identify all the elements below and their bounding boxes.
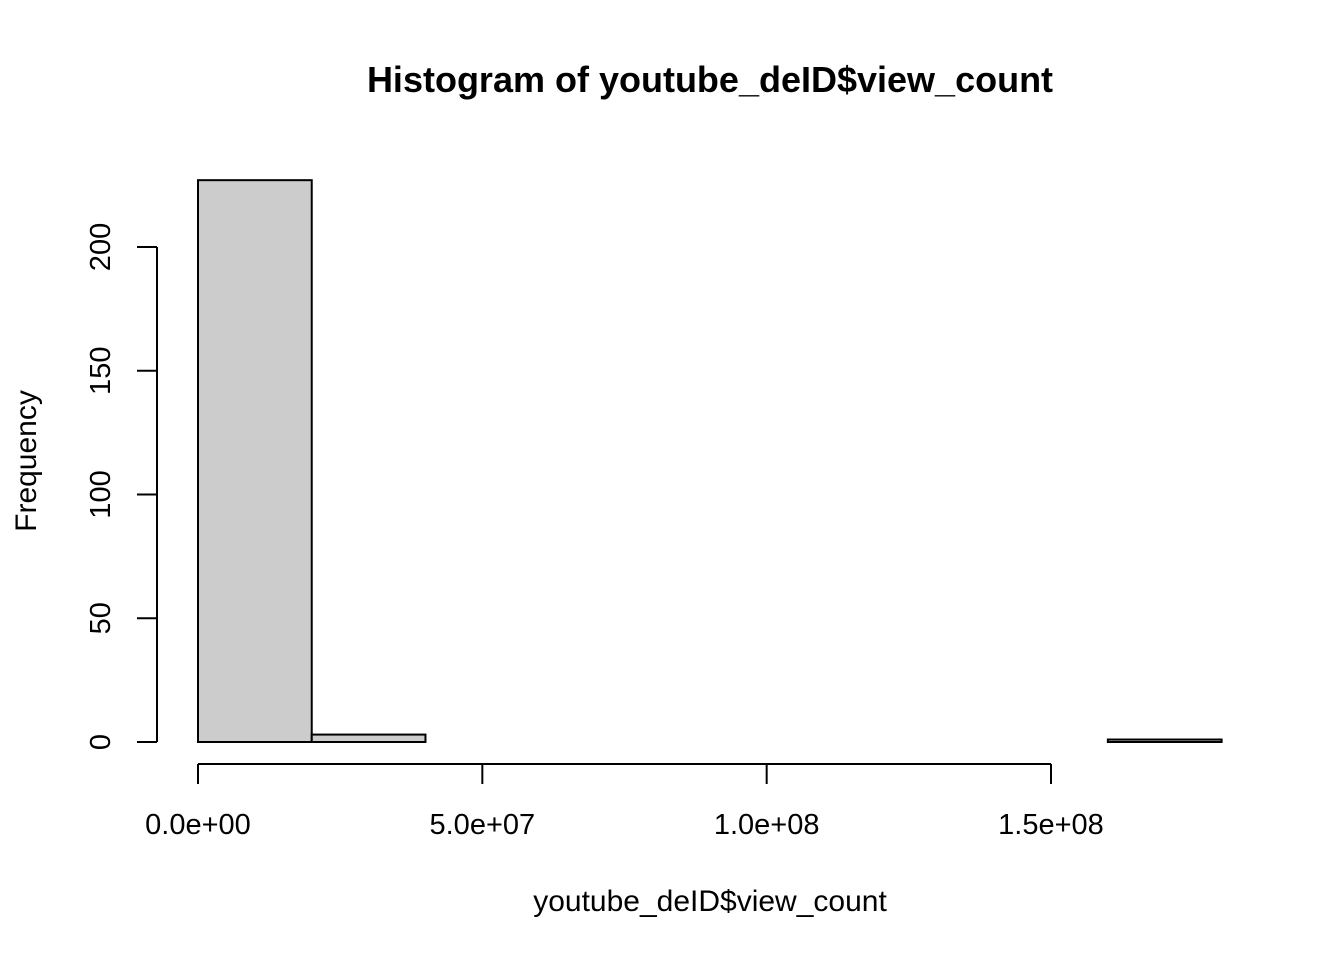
x-tick-label: 5.0e+07 — [430, 809, 536, 841]
histogram-bar — [310, 733, 427, 744]
y-tick-label: 0 — [85, 734, 117, 750]
y-axis-label: Frequency — [10, 390, 43, 532]
bars-group — [197, 179, 1223, 744]
y-axis: 0 50 100 150 200 — [85, 223, 158, 750]
x-tick-label: 1.5e+08 — [998, 809, 1104, 841]
y-tick-label: 50 — [85, 602, 117, 634]
x-axis-label: youtube_deID$view_count — [533, 885, 887, 918]
x-tick-label: 1.0e+08 — [714, 809, 820, 841]
histogram-bar — [197, 179, 313, 744]
y-tick-label: 100 — [85, 470, 117, 518]
x-tick-label: 0.0e+00 — [145, 809, 251, 841]
x-axis: 0.0e+00 5.0e+07 1.0e+08 1.5e+08 — [145, 763, 1104, 841]
chart-title: Histogram of youtube_deID$view_count — [367, 59, 1053, 100]
y-tick-label: 150 — [85, 347, 117, 395]
y-tick-label: 200 — [85, 223, 117, 271]
histogram-bar — [1106, 738, 1223, 744]
